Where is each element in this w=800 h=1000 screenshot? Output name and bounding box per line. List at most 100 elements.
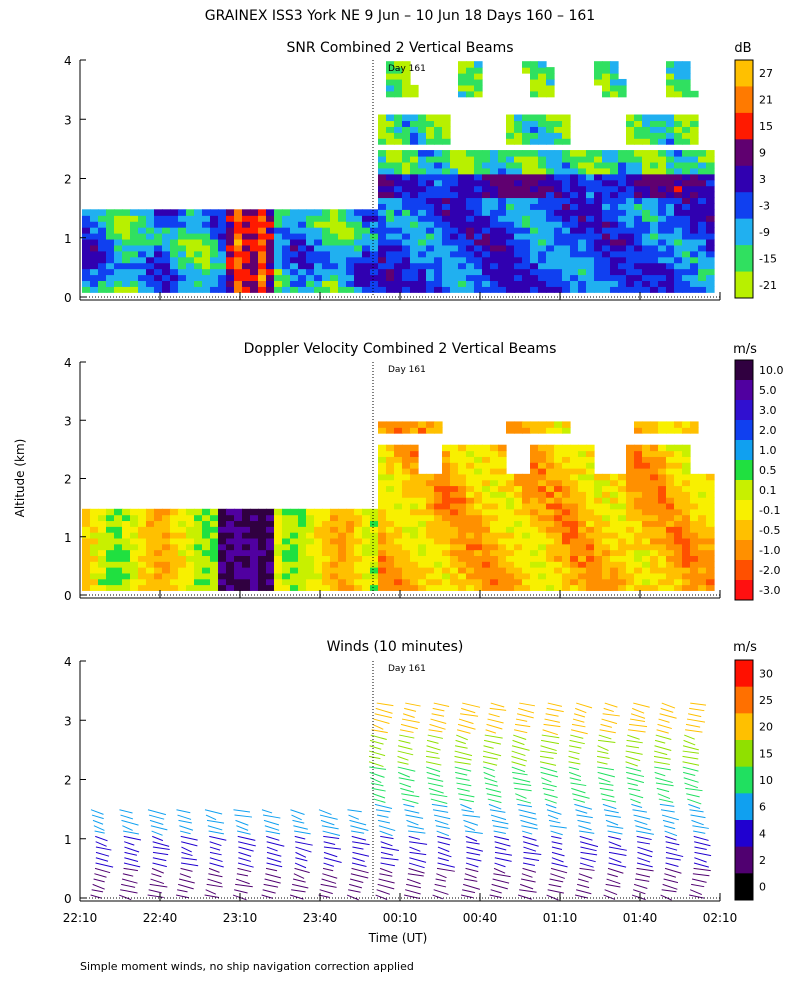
wind-barb: [204, 894, 220, 898]
heatmap-cell: [258, 233, 267, 240]
heatmap-cell: [554, 543, 563, 551]
heatmap-cell: [650, 233, 659, 240]
heatmap-cell: [610, 497, 619, 504]
heatmap-cell: [418, 514, 427, 522]
heatmap-cell: [666, 567, 675, 574]
heatmap-cell: [506, 268, 515, 276]
heatmap-cell: [466, 456, 475, 463]
heatmap-cell: [498, 514, 507, 522]
wind-barb: [351, 830, 365, 834]
heatmap-cell: [154, 555, 163, 562]
heatmap-cell: [266, 584, 275, 591]
heatmap-cell: [530, 185, 539, 193]
heatmap-cell: [490, 567, 499, 574]
wind-barb: [266, 851, 282, 857]
heatmap-cell: [234, 227, 243, 234]
heatmap-cell: [466, 479, 475, 487]
heatmap-cell: [618, 497, 627, 504]
heatmap-cell: [618, 215, 627, 222]
heatmap-cell: [146, 209, 155, 216]
heatmap-cell: [162, 514, 171, 522]
heatmap-cell: [514, 262, 523, 270]
heatmap-cell: [450, 462, 459, 469]
heatmap-cell: [370, 209, 379, 216]
heatmap-cell: [474, 90, 483, 98]
heatmap-cell: [330, 215, 339, 222]
heatmap-cell: [618, 508, 627, 516]
heatmap-cell: [402, 221, 411, 228]
heatmap-cell: [546, 185, 555, 193]
heatmap-cell: [666, 274, 675, 282]
heatmap-cell: [506, 173, 515, 181]
heatmap-cell: [618, 532, 627, 539]
heatmap-cell: [130, 572, 139, 580]
wind-barb: [694, 857, 707, 863]
heatmap-cell: [402, 286, 411, 293]
heatmap-cell: [410, 167, 419, 175]
heatmap-cell: [250, 262, 259, 270]
heatmap-cell: [346, 526, 355, 533]
heatmap-cell: [442, 238, 451, 246]
heatmap-cell: [194, 227, 203, 234]
heatmap-cell: [690, 555, 699, 562]
wind-barb: [518, 809, 536, 815]
heatmap-cell: [394, 473, 403, 481]
heatmap-cell: [306, 514, 315, 522]
heatmap-cell: [498, 543, 507, 551]
heatmap-cell: [634, 244, 643, 252]
heatmap-cell: [698, 561, 707, 568]
heatmap-cell: [682, 179, 691, 187]
heatmap-cell: [498, 150, 507, 157]
heatmap-cell: [442, 268, 451, 276]
heatmap-cell: [586, 238, 595, 246]
heatmap-cell: [402, 155, 411, 163]
snr-day-label: Day 161: [388, 64, 426, 74]
heatmap-cell: [610, 526, 619, 533]
heatmap-cell: [586, 502, 595, 510]
heatmap-cell: [426, 185, 435, 193]
heatmap-cell: [178, 250, 187, 258]
colorbar-swatch: [735, 766, 753, 794]
heatmap-cell: [506, 120, 515, 127]
heatmap-cell: [314, 215, 323, 222]
wind-barb: [91, 814, 104, 820]
heatmap-cell: [690, 227, 699, 234]
heatmap-cell: [642, 584, 651, 591]
heatmap-cell: [466, 84, 475, 92]
heatmap-cell: [490, 179, 499, 187]
heatmap-cell: [514, 256, 523, 264]
heatmap-cell: [514, 238, 523, 246]
heatmap-cell: [594, 520, 603, 527]
heatmap-cell: [570, 520, 579, 527]
heatmap-cell: [562, 203, 571, 210]
heatmap-cell: [546, 167, 555, 175]
heatmap-cell: [594, 491, 603, 498]
wind-barb: [402, 798, 419, 804]
heatmap-cell: [138, 244, 147, 252]
heatmap-cell: [570, 555, 579, 562]
heatmap-cell: [106, 514, 115, 522]
heatmap-cell: [394, 502, 403, 510]
heatmap-cell: [322, 233, 331, 240]
heatmap-cell: [666, 532, 675, 539]
wind-barb: [486, 793, 502, 798]
wind-barb: [487, 718, 504, 724]
heatmap-cell: [674, 191, 683, 199]
heatmap-cell: [498, 444, 507, 452]
heatmap-cell: [434, 567, 443, 574]
heatmap-cell: [698, 491, 707, 498]
heatmap-cell: [218, 584, 227, 591]
heatmap-cell: [538, 268, 547, 276]
wind-barb: [682, 761, 700, 766]
heatmap-cell: [98, 549, 107, 556]
heatmap-cell: [554, 227, 563, 234]
heatmap-cell: [122, 274, 131, 282]
heatmap-cell: [90, 567, 99, 574]
heatmap-cell: [458, 179, 467, 187]
heatmap-cell: [258, 572, 267, 580]
wind-barb: [482, 755, 498, 760]
heatmap-cell: [386, 179, 395, 187]
heatmap-cell: [354, 215, 363, 222]
heatmap-cell: [490, 444, 499, 452]
heatmap-cell: [690, 537, 699, 545]
